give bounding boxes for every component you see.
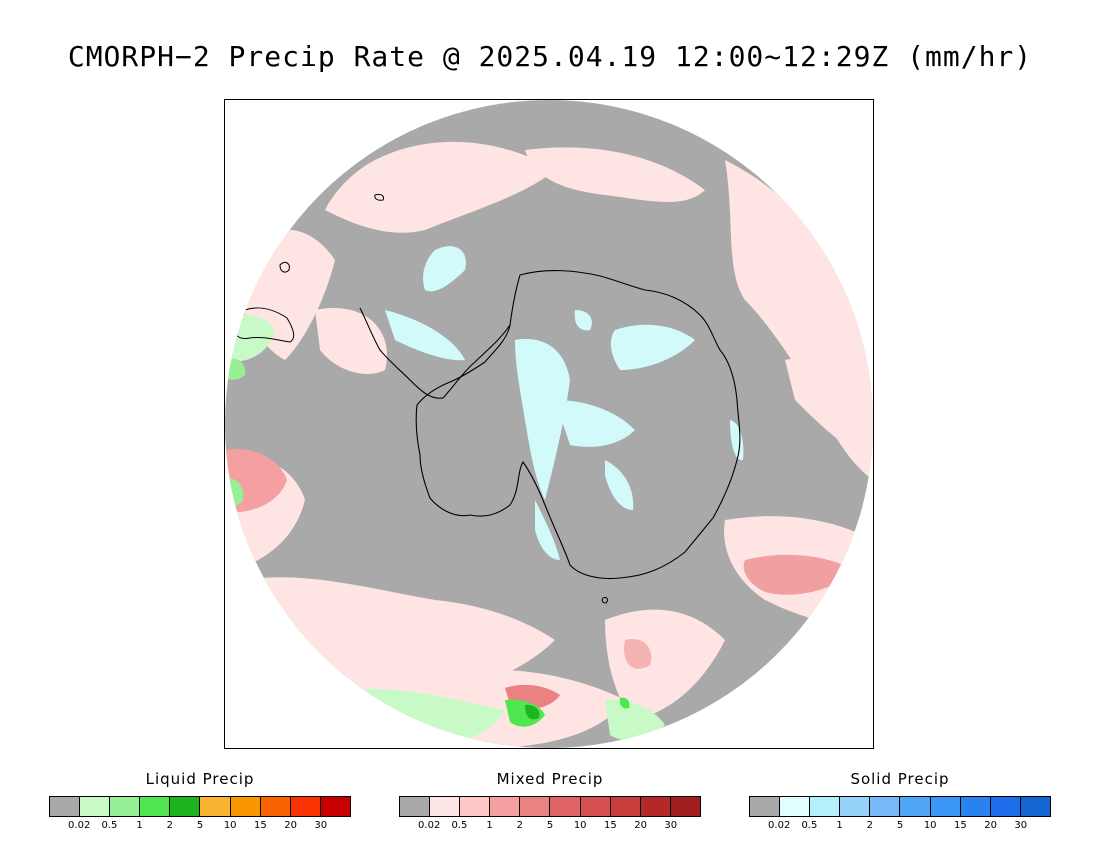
legend-ticks: 0.02 0.5 1 2 5 10 15 20 30 [49, 817, 351, 833]
legend-tick-label: 0.5 [801, 820, 818, 831]
islands [279, 193, 608, 604]
legend-swatch [640, 797, 671, 816]
legend-tick-label: 0.02 [768, 820, 791, 831]
legend-tick-label: 10 [573, 820, 587, 831]
legend-tick-label: 5 [896, 820, 904, 831]
legend-swatch [140, 797, 171, 816]
legend-swatch [320, 797, 350, 816]
solid-precip-legend: Solid Precip 0.02 0.5 1 2 5 10 15 20 30 [749, 770, 1051, 833]
legend-swatch [520, 797, 551, 816]
legend-swatch [990, 797, 1021, 816]
legend-tick-label: 2 [166, 820, 173, 831]
south-america-coastline [234, 307, 295, 343]
legend-tick-label: 20 [984, 820, 997, 831]
legend-swatch [550, 797, 581, 816]
legend-tick-label: 15 [954, 820, 967, 831]
legend-tick-label: 15 [604, 820, 617, 831]
legend-tick-label: 1 [486, 820, 493, 831]
legend-tick-label: 0.5 [451, 820, 468, 831]
legend-tick-label: 20 [634, 820, 647, 831]
polar-map-svg [225, 100, 873, 748]
legend-swatch [1020, 797, 1050, 816]
legend-tick-label: 10 [923, 820, 937, 831]
legend-swatch [110, 797, 141, 816]
legend-swatch [260, 797, 291, 816]
map-title: CMORPH−2 Precip Rate @ 2025.04.19 12:00~… [67, 40, 1033, 73]
legend-swatch [230, 797, 261, 816]
mixed-precip-legend: Mixed Precip 0.02 0.5 1 2 5 10 15 20 30 [399, 770, 701, 833]
antarctic-peninsula-coastline [359, 307, 511, 399]
legend-tick-label: 1 [136, 820, 143, 831]
legend-tick-label: 5 [196, 820, 204, 831]
legend-tick-label: 20 [284, 820, 297, 831]
legend-tick-label: 1 [836, 820, 843, 831]
legend-swatch [670, 797, 700, 816]
legend-swatch [610, 797, 641, 816]
legend-tick-label: 30 [314, 820, 328, 831]
legend-swatch [50, 797, 81, 816]
legend-swatch [200, 797, 231, 816]
legend-swatch [810, 797, 841, 816]
legend-swatch [960, 797, 991, 816]
legend-title: Solid Precip [850, 770, 950, 788]
legend-colorbar [49, 796, 351, 817]
legend-tick-label: 5 [546, 820, 554, 831]
legend-tick-label: 10 [223, 820, 237, 831]
legend-swatch [930, 797, 961, 816]
liquid-precip-legend: Liquid Precip 0.02 0.5 1 2 5 10 15 20 30 [49, 770, 351, 833]
legend-colorbar [749, 796, 1051, 817]
legend-tick-label: 0.02 [68, 820, 91, 831]
legend-tick-label: 30 [664, 820, 678, 831]
legend-tick-label: 15 [254, 820, 267, 831]
legend-ticks: 0.02 0.5 1 2 5 10 15 20 30 [399, 817, 701, 833]
legend-swatch [490, 797, 521, 816]
legend-swatch [430, 797, 461, 816]
precip-map [224, 99, 874, 749]
legend-swatch [290, 797, 321, 816]
legend-swatch [900, 797, 931, 816]
legend-swatch [750, 797, 781, 816]
legend-tick-label: 2 [516, 820, 523, 831]
solid-precip-areas [385, 246, 744, 560]
legend-ticks: 0.02 0.5 1 2 5 10 15 20 30 [749, 817, 1051, 833]
legend-swatch [400, 797, 431, 816]
legend-title: Mixed Precip [496, 770, 604, 788]
legend-swatch [80, 797, 111, 816]
legend-tick-label: 0.5 [101, 820, 118, 831]
antarctica-coastline [415, 270, 741, 580]
legend-swatch [460, 797, 491, 816]
legend-swatch [580, 797, 611, 816]
legend-swatch [780, 797, 811, 816]
legend-swatch [170, 797, 201, 816]
legend-tick-label: 30 [1014, 820, 1028, 831]
legend-title: Liquid Precip [145, 770, 255, 788]
legend-tick-label: 0.02 [418, 820, 441, 831]
legend-swatch [870, 797, 901, 816]
legend-colorbar [399, 796, 701, 817]
legend-swatch [840, 797, 871, 816]
legend-tick-label: 2 [866, 820, 873, 831]
